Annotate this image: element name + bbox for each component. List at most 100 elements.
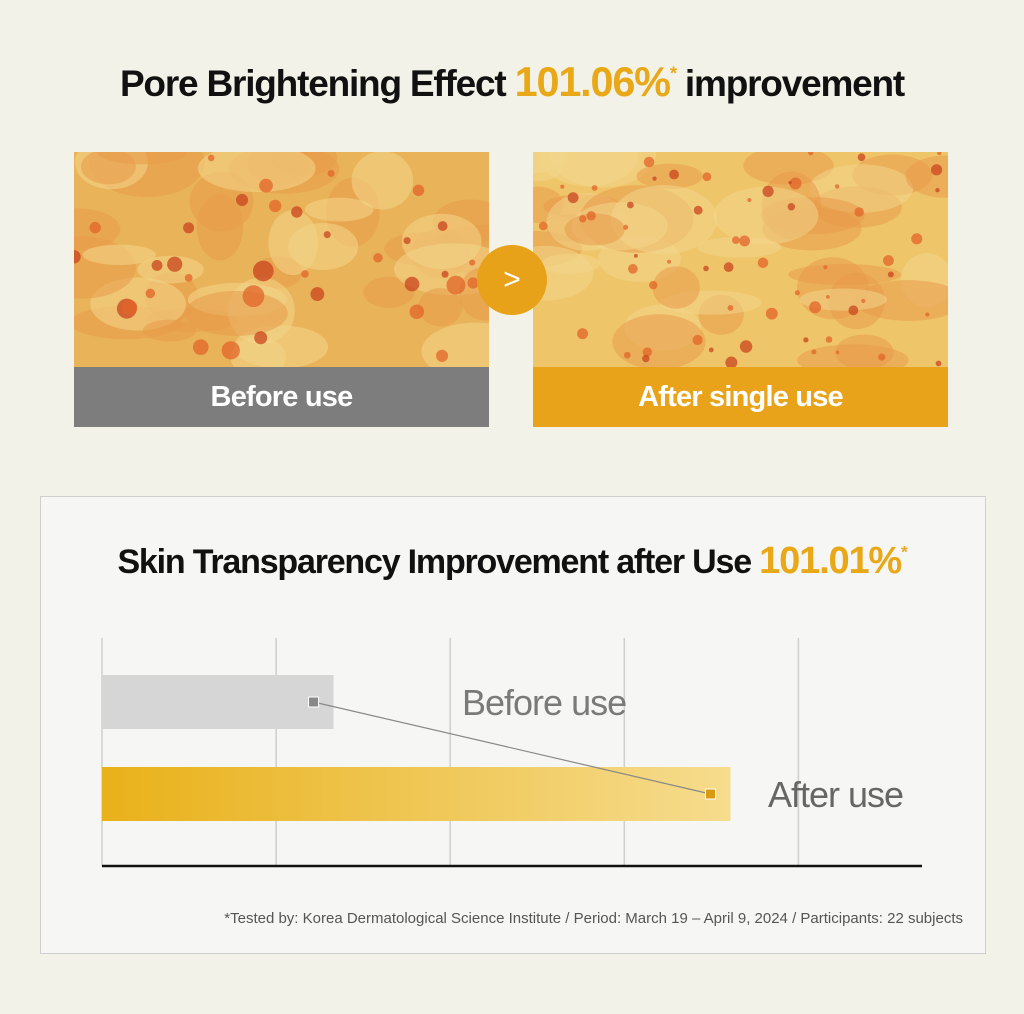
pore	[642, 347, 653, 357]
heading-text: Pore Brightening Effect	[119, 63, 507, 104]
pore	[252, 260, 274, 282]
pore	[692, 334, 703, 346]
pore	[765, 307, 778, 320]
pore	[235, 193, 249, 207]
chart-highlight: 101.01%	[759, 540, 902, 582]
skin-tone	[80, 152, 136, 185]
heading: Pore Brightening Effect 101.06%* improve…	[0, 58, 1024, 106]
pore	[854, 207, 864, 217]
photo-label: Before use	[74, 367, 489, 427]
pore	[323, 231, 331, 239]
pore	[441, 270, 449, 278]
heading-suffix: improvement	[684, 63, 905, 104]
skin-tone	[533, 245, 594, 301]
pore	[649, 280, 658, 290]
pore	[787, 202, 796, 211]
pore	[310, 287, 325, 302]
pore	[560, 184, 565, 189]
pore	[567, 192, 579, 204]
pore	[878, 353, 886, 361]
pore	[702, 172, 712, 182]
bar	[102, 767, 731, 821]
pore	[184, 273, 193, 282]
pore	[652, 176, 657, 181]
pore	[221, 341, 240, 360]
skin-tone	[854, 280, 948, 321]
pore	[373, 253, 383, 263]
photo-label: After single use	[533, 367, 948, 427]
pore	[834, 184, 840, 189]
pore	[811, 349, 817, 355]
pore	[747, 197, 752, 203]
pore	[633, 253, 638, 258]
pore	[403, 237, 411, 245]
pore	[937, 152, 942, 156]
pore	[626, 201, 634, 209]
pore	[89, 221, 101, 234]
bar	[102, 675, 334, 729]
pore	[727, 304, 734, 311]
pore	[789, 177, 802, 190]
pore	[446, 275, 466, 295]
pore	[794, 290, 800, 296]
pore	[269, 199, 282, 213]
skin-tone	[533, 152, 568, 182]
footnote: *Tested by: Korea Dermatological Science…	[224, 910, 963, 927]
pore	[693, 205, 703, 215]
pore	[861, 298, 866, 303]
pore	[825, 294, 830, 299]
marker	[308, 696, 320, 708]
pore	[739, 235, 751, 247]
pore	[911, 233, 923, 245]
after-photo: After single use	[533, 152, 948, 427]
pore	[642, 354, 650, 363]
pore	[762, 185, 774, 198]
before-photo: Before use	[74, 152, 489, 427]
pore	[803, 337, 809, 343]
skin-tone	[82, 244, 156, 265]
skin-tone	[304, 197, 374, 222]
pore	[808, 152, 814, 156]
skin-tone	[612, 314, 706, 370]
pore	[935, 360, 942, 367]
pore	[467, 277, 479, 289]
pore	[538, 221, 548, 231]
pore	[436, 349, 449, 362]
category-label: After use	[768, 774, 903, 815]
skin-tone	[351, 152, 414, 210]
pore	[628, 264, 638, 274]
pore	[931, 164, 943, 176]
pore	[823, 265, 828, 270]
pore	[167, 256, 183, 272]
pore	[623, 224, 629, 230]
skin-tone	[142, 319, 197, 342]
pore	[848, 305, 859, 316]
pore	[591, 185, 598, 191]
pore	[301, 270, 309, 278]
connector	[313, 701, 711, 795]
pore	[145, 288, 156, 299]
skin-tone	[799, 288, 887, 311]
pore	[254, 331, 268, 345]
pore	[857, 153, 866, 162]
pore	[577, 328, 589, 340]
pore	[835, 350, 840, 355]
pore	[121, 299, 138, 316]
arrow-icon: >	[477, 245, 547, 315]
pore	[757, 257, 769, 269]
pore	[883, 255, 894, 267]
note-mark: *	[901, 542, 908, 562]
pore	[412, 184, 425, 197]
skin-tone	[743, 152, 834, 185]
skin-tone	[564, 213, 625, 246]
pore	[708, 347, 714, 353]
pore	[739, 340, 753, 353]
chart-title: Skin Transparency Improvement after Use …	[0, 540, 1024, 583]
skin-tone	[268, 210, 318, 276]
pore	[192, 339, 209, 355]
pore	[809, 301, 822, 314]
skin-tone	[713, 186, 819, 245]
pore	[579, 215, 587, 223]
pore	[667, 259, 672, 264]
